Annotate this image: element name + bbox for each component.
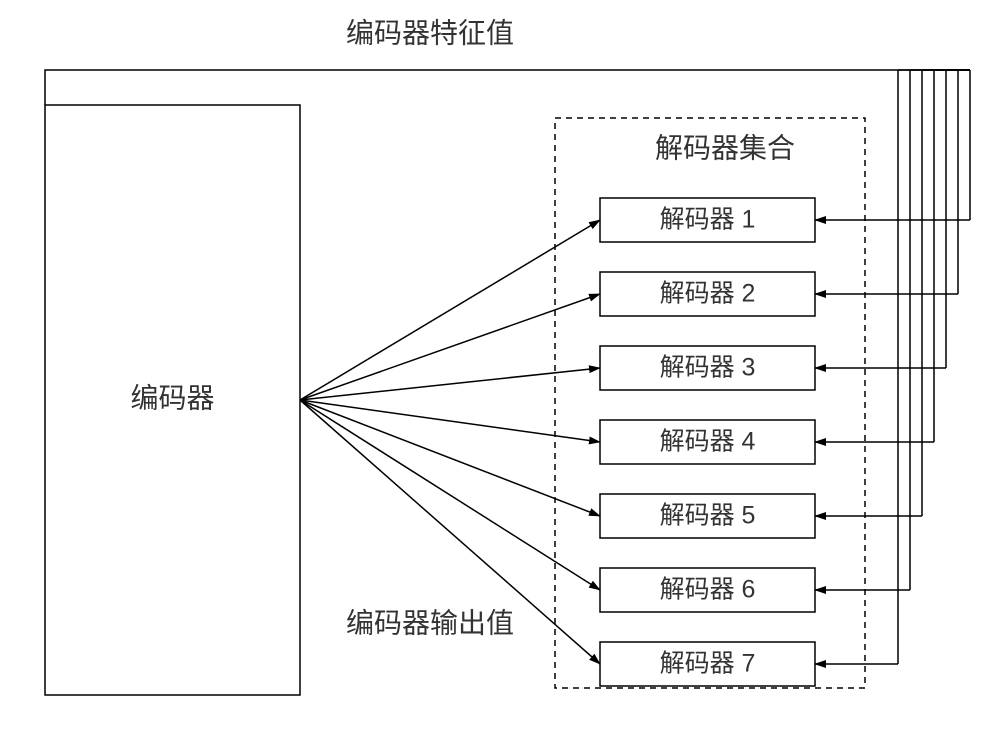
- decoder-label-1: 解码器 1: [660, 206, 756, 234]
- feature-bus-top: [45, 70, 970, 105]
- decoder-label-3: 解码器 3: [660, 354, 756, 382]
- decoder-label-2: 解码器 2: [660, 280, 756, 308]
- encoder-output-label: 编码器输出值: [346, 607, 514, 638]
- decoder-set-title: 解码器集合: [655, 132, 795, 163]
- decoder-label-7: 解码器 7: [660, 650, 756, 678]
- title-encoder-feature: 编码器特征值: [346, 17, 514, 48]
- decoder-label-4: 解码器 4: [660, 428, 756, 456]
- encoder-label: 编码器: [130, 382, 214, 413]
- decoder-label-6: 解码器 6: [660, 576, 756, 604]
- decoder-label-5: 解码器 5: [660, 502, 756, 530]
- fan-arrow-6: [300, 400, 600, 590]
